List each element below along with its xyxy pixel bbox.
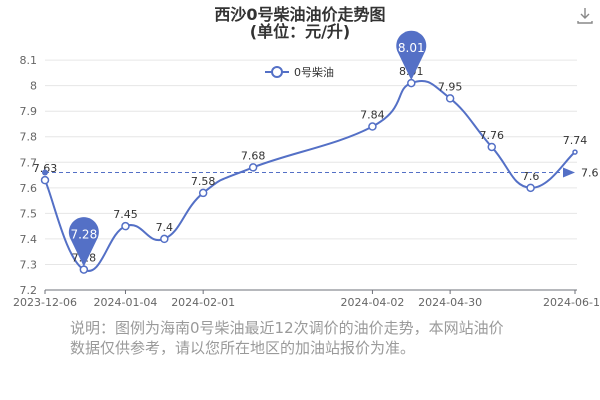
x-tick-label: 2024-06-14 [543, 296, 600, 309]
series-layer: 7.637.287.457.47.587.687.848.017.957.767… [33, 65, 588, 274]
average-line-start [42, 169, 48, 176]
x-tick-label: 2024-04-02 [340, 296, 404, 309]
data-label: 7.68 [241, 149, 266, 162]
y-tick-label: 7.2 [20, 284, 38, 297]
x-tick-label: 2024-04-30 [418, 296, 482, 309]
y-tick-label: 7.7 [20, 156, 38, 169]
y-tick-label: 7.8 [20, 131, 38, 144]
marker-layer: 7.6 7.28 8.01 [42, 30, 599, 267]
chart-title: 西沙0号柴油油价走势图 [214, 5, 385, 24]
note-line-1: 说明：图例为海南0号柴油最近12次调价的油价走势，本网站油价 [70, 319, 504, 337]
note-line-2: 数据仅供参考，请以您所在地区的加油站报价为准。 [70, 339, 415, 357]
data-label: 7.4 [156, 221, 174, 234]
average-line-arrow [563, 167, 575, 178]
data-point [160, 234, 169, 244]
x-tick-label: 2024-01-04 [94, 296, 158, 309]
data-point [121, 221, 130, 231]
data-point [445, 94, 455, 103]
axis-layer: 7.2 7.3 7.4 7.5 7.6 7.7 7.8 7.9 8 8.1 2023-12-06 20… [13, 54, 600, 309]
data-label: 7.45 [113, 208, 138, 221]
grid-layer [45, 59, 577, 291]
data-label: 7.6 [522, 170, 540, 183]
series-line [44, 79, 576, 272]
y-tick-label: 7.3 [20, 258, 38, 271]
data-point [526, 183, 535, 193]
average-label: 7.6 [581, 167, 599, 180]
min-pin-label: 7.28 [70, 228, 97, 242]
x-tick-label: 2024-02-01 [171, 296, 235, 309]
max-pin-shape [396, 30, 427, 81]
chart-subtitle: (单位：元/升) [250, 22, 350, 41]
data-label: 7.63 [33, 162, 58, 175]
data-point [79, 265, 89, 274]
data-point [407, 78, 416, 88]
data-point [487, 142, 497, 152]
data-label: 7.74 [563, 134, 588, 147]
download-icon[interactable] [577, 8, 593, 24]
data-point [572, 149, 578, 155]
data-label: 7.95 [438, 80, 463, 93]
y-tick-label: 7.4 [20, 233, 38, 246]
data-label: 7.58 [191, 175, 216, 188]
y-tick-label: 7.5 [20, 207, 38, 220]
data-point [198, 188, 208, 198]
data-label: 7.84 [360, 109, 385, 122]
min-pin-shape [68, 217, 99, 267]
data-point [248, 163, 258, 172]
y-tick-label: 7.6 [20, 182, 38, 195]
data-point [40, 175, 50, 185]
max-pin: 8.01 [396, 30, 427, 81]
legend[interactable]: 0号柴油 [265, 65, 334, 79]
y-tick-label: 8 [30, 80, 37, 93]
y-tick-label: 7.9 [20, 105, 38, 118]
x-tick-label: 2023-12-06 [13, 296, 77, 309]
max-pin-label: 8.01 [398, 41, 425, 55]
legend-label: 0号柴油 [294, 65, 334, 79]
y-tick-label: 8.1 [20, 54, 38, 67]
data-point [368, 122, 377, 131]
min-pin: 7.28 [68, 217, 99, 267]
data-label: 7.76 [480, 129, 505, 142]
